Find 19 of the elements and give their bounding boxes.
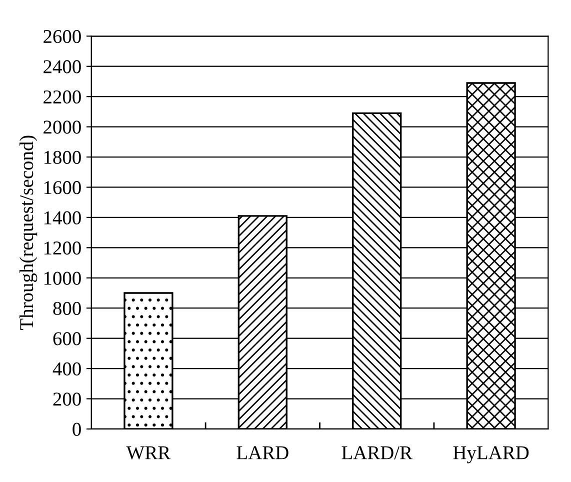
- y-tick-label: 400: [52, 362, 81, 376]
- y-tick-label: 600: [53, 332, 81, 346]
- y-tick-label: 1200: [44, 241, 81, 255]
- y-tick-label: 2000: [44, 120, 81, 134]
- y-tick-label: 1400: [44, 211, 81, 224]
- y-axis-title: Through(request/second): [20, 136, 38, 330]
- y-tick-label: 1800: [44, 150, 81, 164]
- y-tick-label: 2600: [44, 30, 81, 44]
- y-tick-label: 200: [53, 392, 81, 406]
- y-tick-label: 2400: [44, 60, 81, 74]
- x-tick-label: WRR: [126, 446, 171, 460]
- y-tick-label: 2200: [44, 90, 81, 104]
- x-tick-label: LARD/R: [342, 446, 412, 460]
- x-tick-label: HyLARD: [453, 446, 529, 464]
- y-tick-label: 1000: [44, 272, 81, 285]
- y-tick-label: 800: [53, 302, 81, 316]
- y-tick-label: 0: [72, 422, 81, 436]
- y-tick-label: 1600: [44, 181, 81, 194]
- x-tick-label: LARD: [236, 446, 288, 460]
